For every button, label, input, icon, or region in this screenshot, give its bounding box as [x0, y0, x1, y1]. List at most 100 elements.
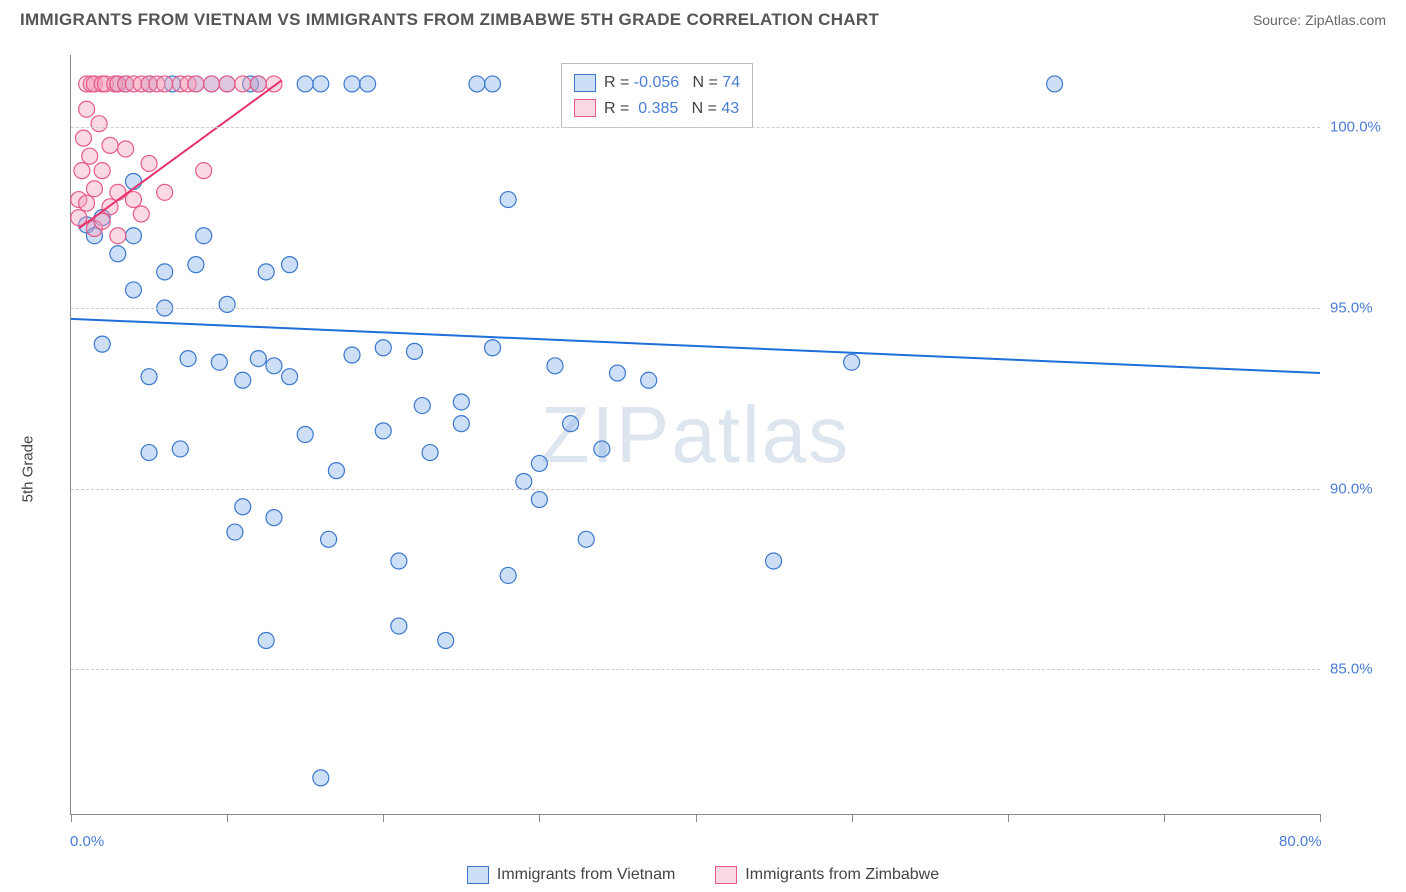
data-point [188, 76, 204, 92]
data-point [594, 441, 610, 457]
x-tick [852, 814, 853, 822]
data-point [141, 369, 157, 385]
data-point [375, 340, 391, 356]
data-point [321, 531, 337, 547]
data-point [1047, 76, 1063, 92]
data-point [609, 365, 625, 381]
data-point [258, 633, 274, 649]
legend-text: R = -0.056 N = 74 [604, 70, 740, 96]
data-point [297, 427, 313, 443]
data-point [91, 116, 107, 132]
legend-swatch [467, 866, 489, 884]
plot-svg [71, 55, 1320, 814]
legend-swatch [574, 99, 596, 117]
data-point [141, 155, 157, 171]
legend-label: Immigrants from Zimbabwe [745, 866, 939, 884]
plot-area: ZIPatlas R = -0.056 N = 74R = 0.385 N = … [70, 55, 1320, 815]
data-point [500, 192, 516, 208]
data-point [531, 455, 547, 471]
page-title: IMMIGRANTS FROM VIETNAM VS IMMIGRANTS FR… [20, 10, 879, 30]
data-point [250, 76, 266, 92]
stats-legend: R = -0.056 N = 74R = 0.385 N = 43 [561, 63, 753, 128]
y-axis-label: 5th Grade [20, 435, 37, 502]
data-point [196, 228, 212, 244]
data-point [391, 553, 407, 569]
data-point [282, 257, 298, 273]
data-point [266, 358, 282, 374]
bottom-legend-item: Immigrants from Vietnam [467, 866, 675, 884]
data-point [485, 76, 501, 92]
trend-line [79, 80, 282, 228]
data-point [157, 76, 173, 92]
data-point [133, 206, 149, 222]
data-point [344, 347, 360, 363]
data-point [125, 174, 141, 190]
bottom-legend-item: Immigrants from Zimbabwe [715, 866, 939, 884]
gridline [71, 127, 1320, 128]
data-point [766, 553, 782, 569]
data-point [258, 264, 274, 280]
data-point [578, 531, 594, 547]
x-tick [383, 814, 384, 822]
data-point [125, 228, 141, 244]
data-point [313, 76, 329, 92]
data-point [563, 416, 579, 432]
stats-legend-row: R = 0.385 N = 43 [574, 96, 740, 122]
data-point [406, 343, 422, 359]
data-point [180, 351, 196, 367]
data-point [79, 195, 95, 211]
data-point [328, 463, 344, 479]
gridline [71, 308, 1320, 309]
stats-legend-row: R = -0.056 N = 74 [574, 70, 740, 96]
data-point [516, 473, 532, 489]
data-point [74, 163, 90, 179]
data-point [196, 163, 212, 179]
data-point [79, 101, 95, 117]
data-point [250, 351, 266, 367]
data-point [125, 192, 141, 208]
data-point [211, 354, 227, 370]
data-point [157, 184, 173, 200]
data-point [547, 358, 563, 374]
legend-text: R = 0.385 N = 43 [604, 96, 739, 122]
data-point [94, 163, 110, 179]
data-point [453, 394, 469, 410]
data-point [844, 354, 860, 370]
data-point [414, 398, 430, 414]
data-point [360, 76, 376, 92]
header: IMMIGRANTS FROM VIETNAM VS IMMIGRANTS FR… [0, 0, 1406, 35]
data-point [82, 148, 98, 164]
x-tick [696, 814, 697, 822]
data-point [110, 246, 126, 262]
data-point [235, 499, 251, 515]
legend-swatch [715, 866, 737, 884]
data-point [641, 372, 657, 388]
data-point [86, 181, 102, 197]
data-point [188, 257, 204, 273]
data-point [227, 524, 243, 540]
data-point [282, 369, 298, 385]
x-tick-label: 0.0% [70, 833, 104, 850]
data-point [453, 416, 469, 432]
data-point [125, 282, 141, 298]
data-point [235, 372, 251, 388]
data-point [110, 184, 126, 200]
x-tick [539, 814, 540, 822]
data-point [391, 618, 407, 634]
data-point [344, 76, 360, 92]
y-tick-label: 90.0% [1330, 480, 1390, 497]
data-point [219, 76, 235, 92]
data-point [500, 567, 516, 583]
x-tick-label: 80.0% [1279, 833, 1322, 850]
data-point [141, 445, 157, 461]
data-point [204, 76, 220, 92]
data-point [266, 510, 282, 526]
y-tick-label: 95.0% [1330, 300, 1390, 317]
y-tick-label: 100.0% [1330, 119, 1390, 136]
data-point [102, 137, 118, 153]
x-tick [227, 814, 228, 822]
data-point [297, 76, 313, 92]
data-point [375, 423, 391, 439]
bottom-legend: Immigrants from Vietnam Immigrants from Z… [20, 866, 1386, 884]
x-tick [1008, 814, 1009, 822]
